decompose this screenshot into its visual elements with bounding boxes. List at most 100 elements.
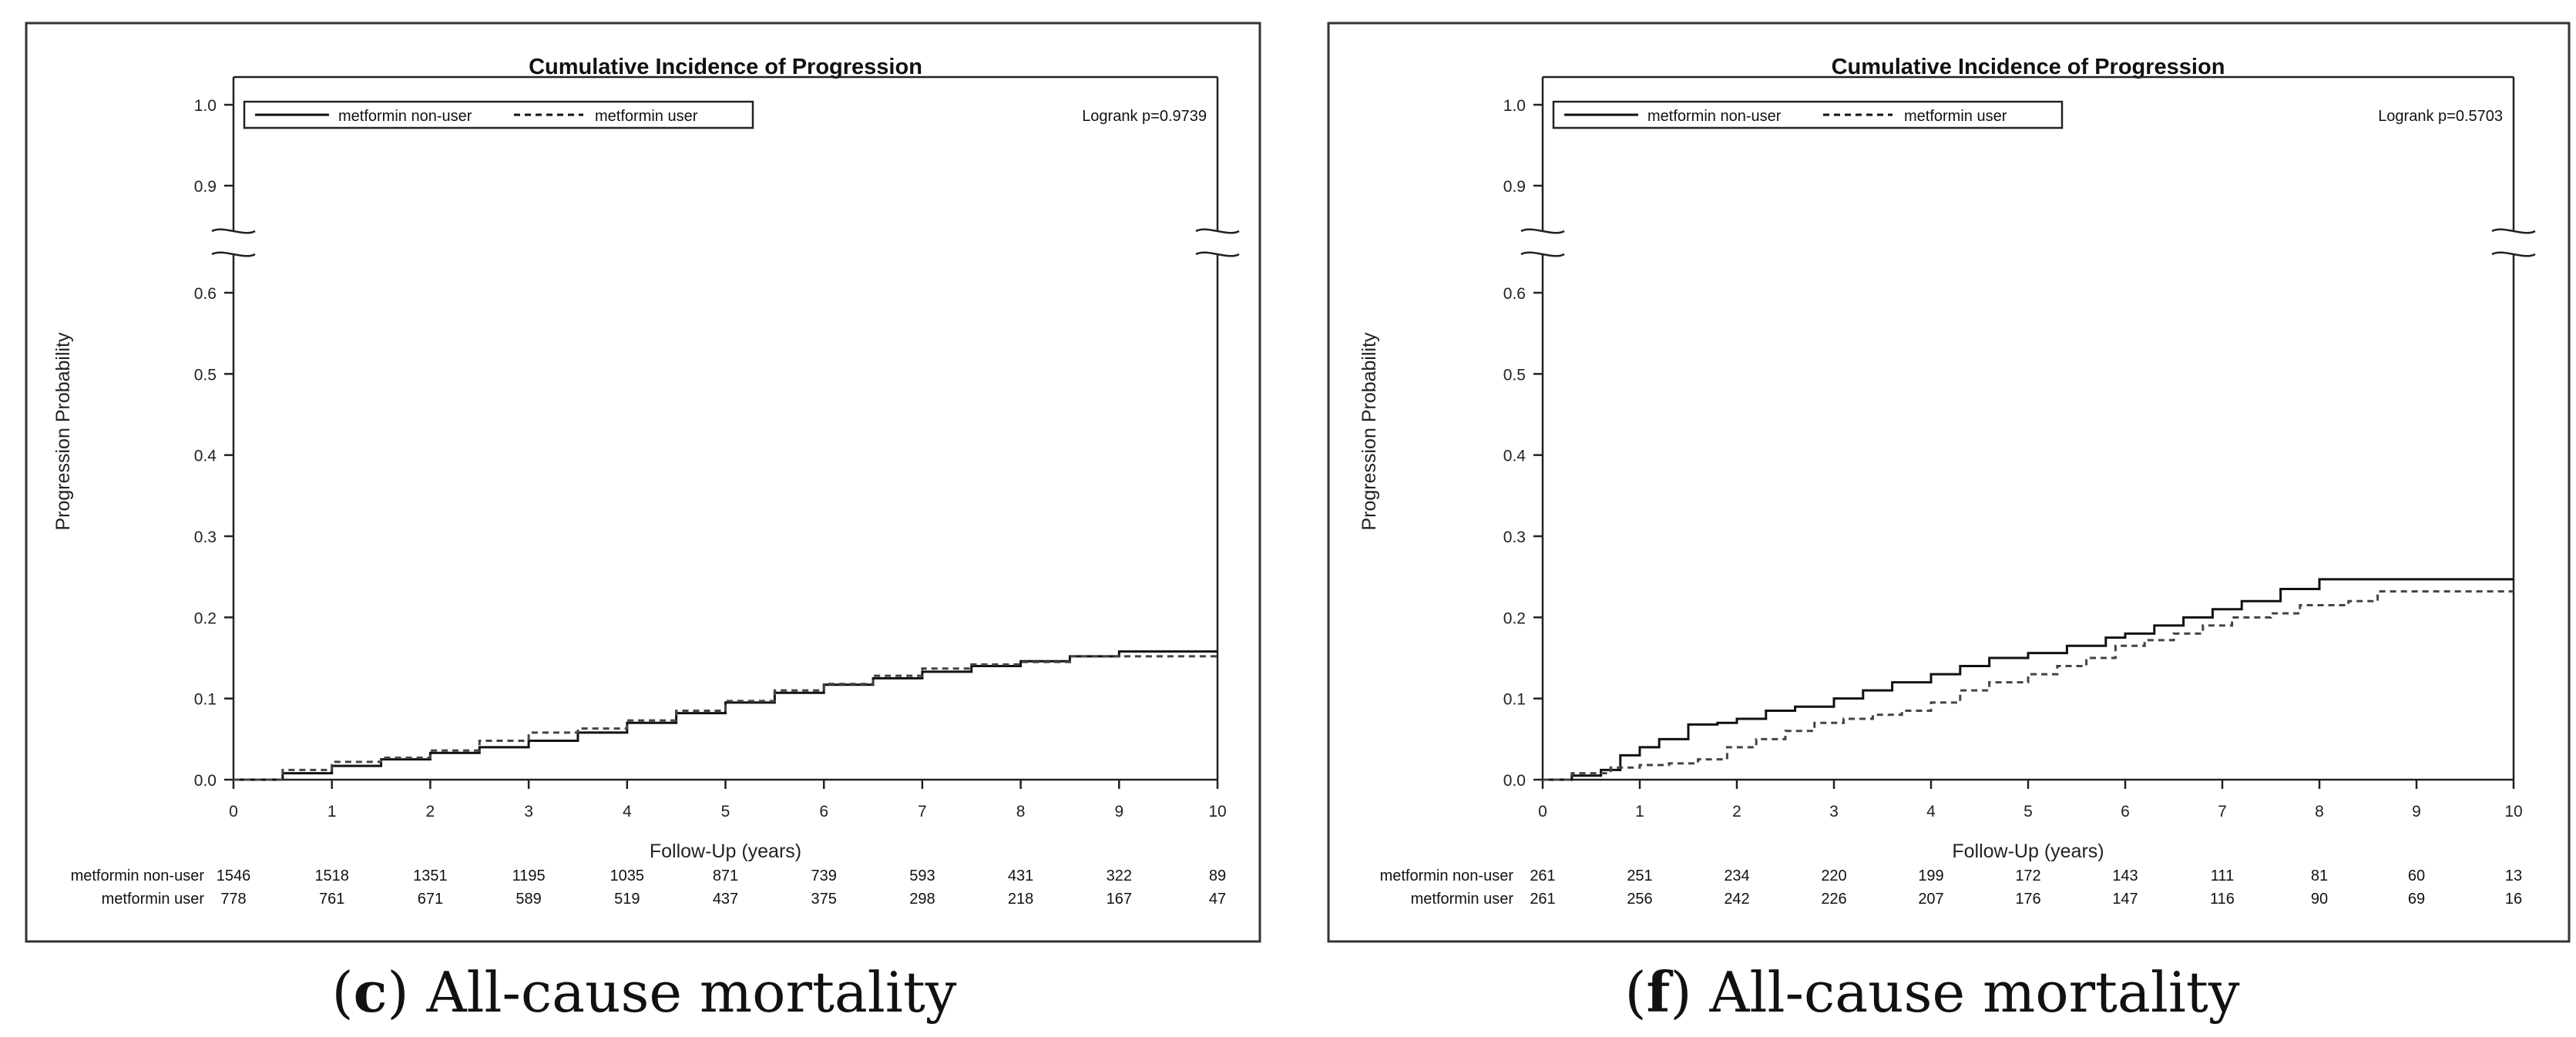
x-tick-label-c: 8: [1016, 803, 1026, 821]
risk-row-label-c: metformin user: [102, 891, 205, 908]
x-tick-label-f: 10: [2504, 803, 2522, 821]
risk-cell-f: 176: [2015, 891, 2040, 908]
y-tick-label-c: 0.3: [194, 529, 217, 546]
risk-cell-c: 437: [713, 891, 738, 908]
risk-row-label-f: metformin non-user: [1380, 868, 1514, 884]
y-tick-label-c: 0.9: [194, 178, 217, 196]
y-axis-label-c: Progression Probability: [52, 332, 74, 531]
x-tick-label-c: 4: [623, 803, 632, 821]
risk-cell-c: 89: [1209, 868, 1226, 884]
x-tick-label-f: 6: [2121, 803, 2130, 821]
risk-cell-f: 199: [1918, 868, 1943, 884]
x-tick-label-f: 8: [2315, 803, 2324, 821]
legend-c: metformin non-user metformin user: [243, 100, 754, 129]
x-tick-label-c: 9: [1114, 803, 1123, 821]
risk-row-label-f: metformin user: [1411, 891, 1514, 908]
y-tick-label-c: 0.0: [194, 772, 217, 790]
x-tick-label-f: 3: [1829, 803, 1839, 821]
y-tick-label-f: 0.4: [1503, 448, 1526, 465]
risk-cell-f: 111: [2211, 868, 2234, 884]
axis-break-bottom-f-1: [2491, 251, 2536, 257]
x-tick-label-c: 1: [327, 803, 337, 821]
risk-cell-c: 1195: [512, 868, 546, 884]
axis-break-bottom-c-0: [211, 251, 256, 257]
risk-cell-f: 13: [2505, 868, 2522, 884]
y-tick-label-f: 0.9: [1503, 178, 1526, 196]
chart-title-f: Cumulative Incidence of Progression: [1832, 55, 2225, 79]
risk-cell-f: 251: [1627, 868, 1652, 884]
risk-cell-f: 234: [1724, 868, 1749, 884]
x-tick-label-c: 6: [819, 803, 828, 821]
caption-c: (c) All-cause mortality: [331, 959, 957, 1025]
legend-label-user-f: metformin user: [1904, 108, 2007, 125]
series-line-user-f: [1543, 590, 2514, 781]
legend-label-non-user-c: metformin non-user: [338, 108, 472, 125]
legend-label-user-c: metformin user: [595, 108, 698, 125]
y-tick-label-f: 0.0: [1503, 772, 1526, 790]
axis-break-top-c-1: [1195, 228, 1240, 234]
risk-cell-f: 172: [2015, 868, 2040, 884]
risk-cell-c: 761: [319, 891, 344, 908]
y-tick-label-c: 0.2: [194, 609, 217, 627]
x-tick-label-f: 4: [1926, 803, 1936, 821]
logrank-annotation-f: Logrank p=0.5703: [2378, 108, 2503, 125]
chart-f: Cumulative Incidence of Progression 0.0 0.…: [1327, 22, 2571, 943]
risk-cell-f: 81: [2311, 868, 2328, 884]
plot-box-f: [1520, 76, 2536, 781]
risk-cell-c: 167: [1107, 891, 1132, 908]
risk-cell-f: 261: [1530, 891, 1555, 908]
risk-cell-c: 871: [713, 868, 738, 884]
risk-cell-f: 147: [2112, 891, 2138, 908]
risk-cell-c: 218: [1008, 891, 1033, 908]
x-axis-label-c: Follow-Up (years): [650, 841, 801, 862]
risk-cell-c: 431: [1008, 868, 1033, 884]
x-axis-label-f: Follow-Up (years): [1952, 841, 2104, 862]
risk-cell-f: 143: [2112, 868, 2138, 884]
axis-break-top-f-0: [1520, 228, 1565, 234]
y-tick-label-c: 0.4: [194, 448, 217, 465]
y-tick-label-f: 0.5: [1503, 366, 1526, 384]
risk-cell-c: 739: [811, 868, 837, 884]
y-tick-label-c: 0.1: [194, 691, 217, 709]
axis-break-bottom-f-0: [1520, 251, 1565, 257]
legend-label-non-user-f: metformin non-user: [1647, 108, 1782, 125]
y-tick-label-f: 0.3: [1503, 529, 1526, 546]
x-tick-label-c: 7: [918, 803, 927, 821]
chart-panel-c: Cumulative Incidence of Progression 0.0 0.…: [25, 22, 1261, 1025]
y-tick-label-f: 1.0: [1503, 97, 1526, 115]
legend-f: metformin non-user metformin user: [1552, 100, 2064, 129]
risk-cell-c: 778: [220, 891, 246, 908]
plot-box-c: [211, 76, 1240, 781]
y-tick-label-f: 0.6: [1503, 285, 1526, 303]
risk-cell-c: 1351: [413, 868, 448, 884]
risk-cell-c: 322: [1107, 868, 1132, 884]
y-tick-label-c: 0.5: [194, 366, 217, 384]
x-tick-label-f: 9: [2412, 803, 2421, 821]
x-tick-label-c: 3: [524, 803, 533, 821]
risk-row-label-c: metformin non-user: [71, 868, 205, 884]
risk-cell-f: 226: [1821, 891, 1846, 908]
risk-cell-c: 1035: [610, 868, 645, 884]
chart-panel-f: Cumulative Incidence of Progression 0.0 0.…: [1288, 0, 2576, 1037]
y-tick-label-c: 0.6: [194, 285, 217, 303]
risk-cell-c: 671: [418, 891, 443, 908]
risk-cell-c: 375: [811, 891, 837, 908]
outer-frame-c: [25, 22, 1261, 943]
risk-cell-f: 69: [2408, 891, 2425, 908]
y-tick-label-c: 1.0: [194, 97, 217, 115]
caption-f: (f) All-cause mortality: [1624, 959, 2240, 1025]
risk-cell-f: 220: [1821, 868, 1846, 884]
x-tick-label-f: 1: [1635, 803, 1644, 821]
x-tick-label-c: 5: [721, 803, 730, 821]
x-tick-label-c: 2: [426, 803, 435, 821]
y-tick-label-f: 0.1: [1503, 691, 1526, 709]
outer-frame-f: [1327, 22, 2571, 943]
risk-cell-f: 116: [2210, 891, 2235, 908]
axis-break-top-c-0: [211, 228, 256, 234]
caption-letter-f: f: [1646, 959, 1671, 1025]
risk-cell-f: 60: [2408, 868, 2425, 884]
axis-break-bottom-c-1: [1195, 251, 1240, 257]
risk-cell-c: 298: [909, 891, 935, 908]
series-line-user-c: [233, 655, 1217, 781]
risk-cell-f: 256: [1627, 891, 1652, 908]
